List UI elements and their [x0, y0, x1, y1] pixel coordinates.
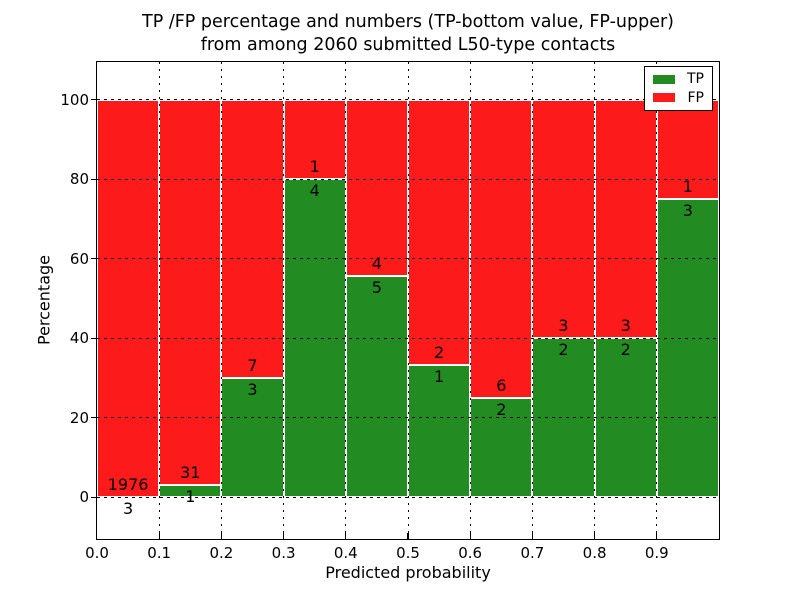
x-tick-mark [158, 533, 160, 539]
v-gridline [594, 62, 596, 539]
bar-segment-fp [345, 99, 408, 277]
fp-count-label: 2 [434, 342, 445, 362]
v-gridline [407, 62, 409, 539]
x-tick-mark [531, 533, 534, 539]
x-axis-label: Predicted probability [325, 563, 491, 582]
bar-segment-fp [221, 99, 284, 378]
y-tick-mark [91, 258, 97, 260]
x-tick-mark [345, 533, 347, 539]
fp-count-label: 3 [558, 316, 569, 336]
x-tick-mark [469, 533, 471, 539]
plot-area: 1976 3 31 1 7 3 1 4 4 5 2 1 6 2 3 2 3 2 1 3 [97, 62, 719, 539]
legend-swatch-tp [653, 74, 675, 84]
x-tick-label: 0.2 [209, 544, 234, 562]
x-tick-label: 0.7 [520, 544, 545, 562]
x-tick-label: 0.3 [271, 544, 296, 562]
bar-segment-tp [159, 484, 222, 498]
y-tick-label: 100 [60, 90, 89, 109]
legend-label-tp: TP [687, 71, 704, 88]
fp-count-label: 1 [309, 157, 320, 177]
tp-count-label: 3 [123, 498, 134, 518]
x-tick-mark [593, 533, 596, 539]
x-tick-label: 0.4 [333, 544, 358, 562]
y-tick-label: 40 [69, 329, 89, 348]
tp-count-label: 2 [558, 340, 569, 360]
v-gridline [220, 62, 222, 539]
fp-count-label: 4 [371, 254, 382, 274]
bar-segment-fp [470, 99, 533, 398]
x-tick-label: 0.6 [458, 544, 483, 562]
fp-count-label: 7 [247, 356, 258, 375]
v-gridline [345, 62, 347, 539]
x-tick-label: 0.1 [147, 544, 172, 562]
bar-segment-tp [408, 364, 471, 498]
bar-segment-fp [656, 99, 719, 200]
tp-count-label: 4 [309, 181, 320, 201]
chart-title-line2: from among 2060 submitted L50-type conta… [200, 35, 616, 55]
bar-segment-fp [159, 99, 222, 485]
tp-count-label: 5 [371, 278, 382, 298]
x-tick-label: 0.0 [85, 544, 109, 562]
tp-count-label: 1 [185, 486, 196, 506]
y-tick-mark [91, 496, 97, 498]
fp-count-label: 1976 [107, 474, 149, 494]
v-gridline [531, 62, 533, 539]
tp-count-label: 3 [682, 201, 693, 221]
legend-label-fp: FP [687, 89, 705, 106]
bar-segment-tp [221, 378, 284, 498]
legend: TP FP [644, 66, 713, 111]
legend-swatch-fp [653, 93, 675, 103]
y-tick-mark [91, 417, 97, 419]
bar-segment-fp [594, 99, 657, 339]
x-tick-mark [656, 533, 658, 539]
y-tick-label: 0 [79, 488, 89, 507]
fp-count-label: 31 [180, 462, 201, 482]
chart-title-line1: TP /FP percentage and numbers (TP-bottom… [142, 12, 674, 32]
bar-segment-tp [656, 199, 719, 498]
tp-count-label: 2 [496, 399, 507, 419]
legend-row-tp: TP [653, 71, 704, 87]
x-tick-label: 0.9 [644, 544, 669, 562]
tp-count-label: 2 [620, 340, 631, 360]
tp-count-label: 3 [247, 380, 258, 399]
fp-count-label: 6 [496, 375, 507, 395]
v-gridline [469, 62, 471, 539]
bar-segment-tp [470, 397, 533, 498]
bar-segment-fp [408, 99, 471, 365]
v-gridline [158, 62, 160, 539]
x-tick-mark [220, 533, 223, 539]
v-gridline [656, 62, 658, 539]
fp-count-label: 1 [682, 177, 693, 197]
x-tick-label: 0.8 [582, 544, 607, 562]
x-tick-mark [282, 533, 285, 539]
y-tick-mark [91, 337, 97, 339]
y-tick-label: 60 [69, 249, 89, 268]
tp-count-label: 1 [434, 366, 445, 386]
v-gridline [283, 62, 285, 539]
fp-count-label: 3 [620, 316, 631, 336]
bar-segment-fp [532, 99, 595, 339]
x-tick-label: 0.5 [396, 544, 420, 562]
y-tick-mark [91, 178, 97, 180]
y-tick-label: 80 [69, 170, 89, 189]
y-tick-mark [91, 99, 97, 101]
legend-row-fp: FP [653, 90, 704, 106]
y-tick-label: 20 [69, 408, 89, 427]
x-tick-mark [407, 533, 409, 539]
bar-segment-tp [345, 276, 408, 498]
chart-title: TP /FP percentage and numbers (TP-bottom… [97, 11, 719, 57]
bar-segment-fp [97, 99, 160, 497]
